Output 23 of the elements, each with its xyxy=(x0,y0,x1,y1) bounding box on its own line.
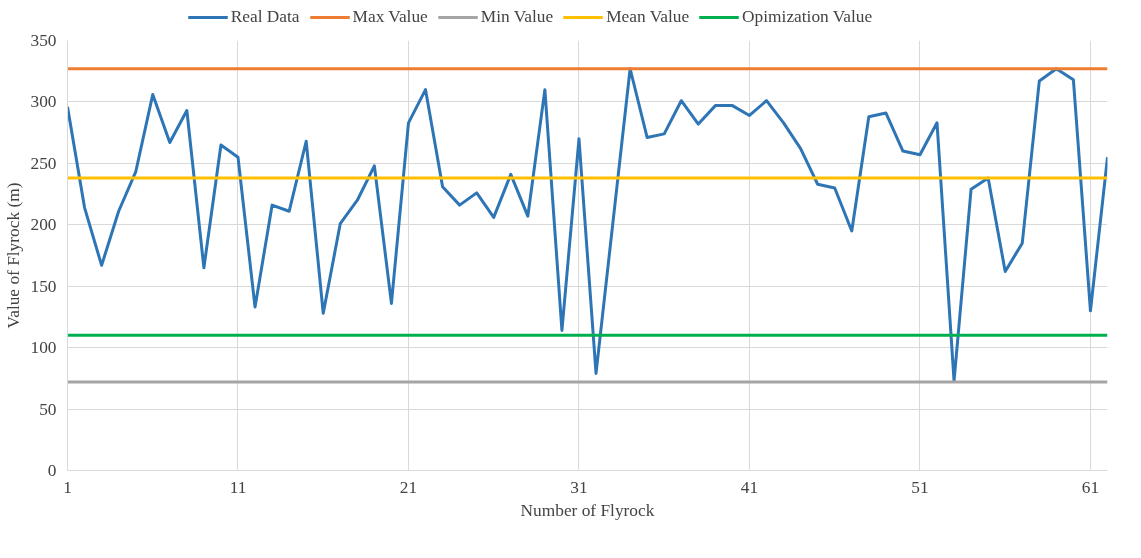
legend-label: Max Value xyxy=(352,7,428,27)
x-axis-title: Number of Flyrock xyxy=(520,500,655,520)
x-tick-label: 11 xyxy=(229,477,247,497)
y-tick-label: 300 xyxy=(30,92,57,112)
legend-label: Real Data xyxy=(230,7,300,27)
x-tick-label: 31 xyxy=(570,477,588,497)
y-tick-label: 0 xyxy=(47,461,57,480)
y-tick-label: 50 xyxy=(39,399,57,419)
x-tick-label: 1 xyxy=(63,477,72,497)
y-tick-label: 200 xyxy=(30,215,57,235)
legend-label: Mean Value xyxy=(606,7,690,27)
legend-label: Min Value xyxy=(480,7,554,27)
x-tick-label: 21 xyxy=(399,477,418,497)
legend-label: Opimization Value xyxy=(742,7,873,27)
x-tick-label: 51 xyxy=(911,477,929,497)
y-tick-label: 100 xyxy=(30,338,57,358)
y-tick-label: 350 xyxy=(30,31,57,50)
y-axis-title: Value of Flyrock (m) xyxy=(3,182,23,329)
x-tick-label: 41 xyxy=(740,477,759,497)
y-tick-label: 150 xyxy=(30,276,57,296)
y-tick-label: 250 xyxy=(30,153,57,173)
line-series xyxy=(67,67,1108,383)
x-tick-label: 61 xyxy=(1081,477,1100,497)
